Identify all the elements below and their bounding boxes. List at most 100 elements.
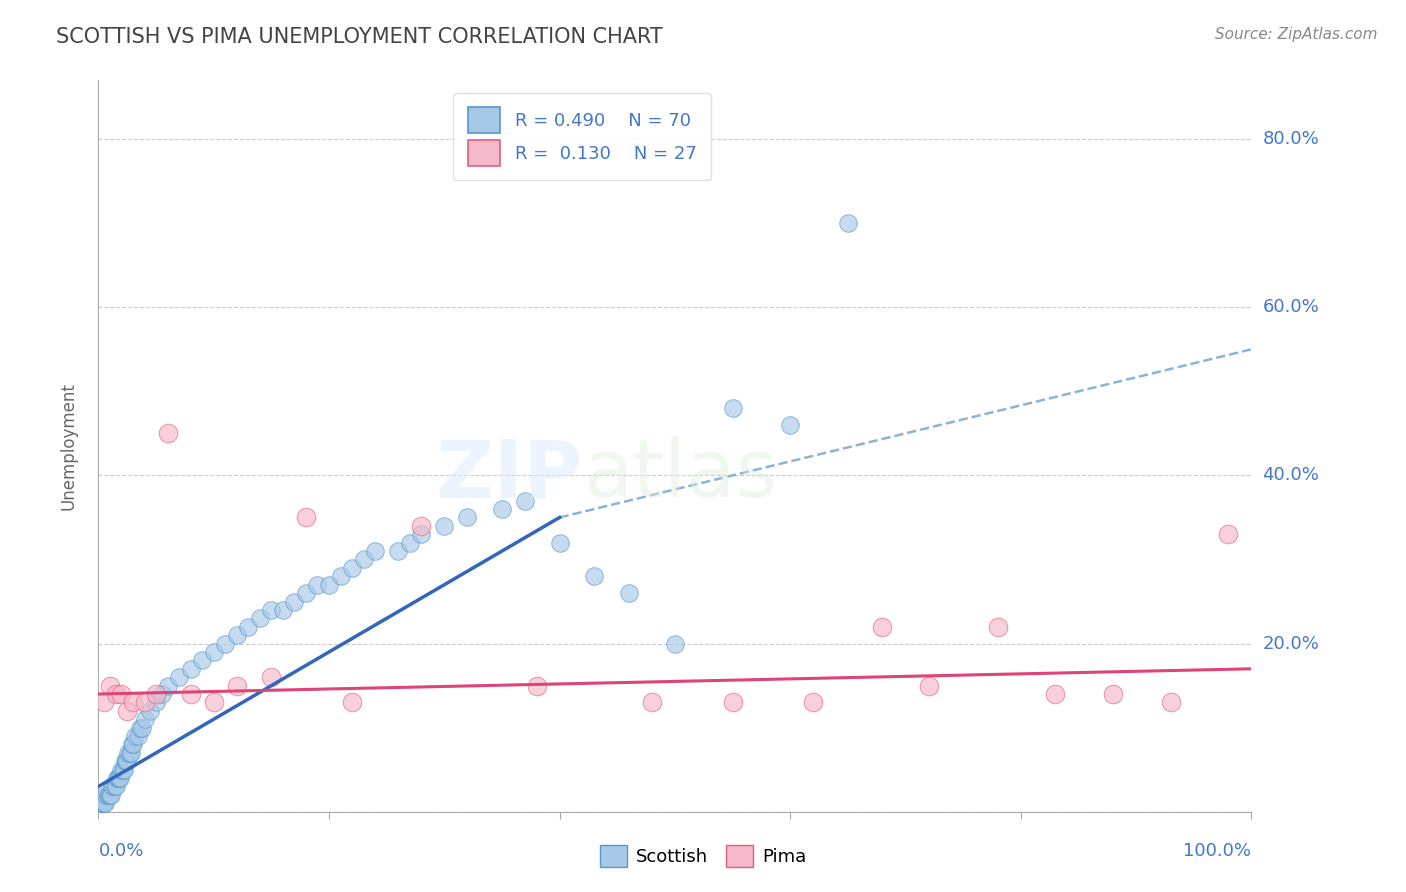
Point <box>987 620 1010 634</box>
Point <box>110 771 132 785</box>
Text: 100.0%: 100.0% <box>1184 842 1251 860</box>
Point <box>329 569 352 583</box>
Point <box>127 729 149 743</box>
Point <box>295 586 318 600</box>
Point <box>117 746 139 760</box>
Point <box>150 687 173 701</box>
Point <box>225 628 247 642</box>
Point <box>202 645 225 659</box>
Point <box>872 620 894 634</box>
Point <box>134 695 156 709</box>
Text: atlas: atlas <box>582 436 778 515</box>
Text: 20.0%: 20.0% <box>1263 634 1319 653</box>
Point <box>1160 695 1182 709</box>
Text: 40.0%: 40.0% <box>1263 467 1319 484</box>
Point <box>114 754 136 768</box>
Point <box>110 687 132 701</box>
Point <box>411 519 433 533</box>
Point <box>93 695 115 709</box>
Point <box>145 695 167 709</box>
Point <box>353 552 375 566</box>
Point <box>104 687 127 701</box>
Point <box>548 535 571 549</box>
Point <box>1218 527 1240 541</box>
Point <box>191 653 214 667</box>
Point <box>526 679 548 693</box>
Point <box>100 788 122 802</box>
Point <box>664 636 686 650</box>
Legend: Scottish, Pima: Scottish, Pima <box>592 838 814 874</box>
Point <box>260 603 283 617</box>
Point <box>583 569 606 583</box>
Point <box>433 519 456 533</box>
Point <box>93 797 115 811</box>
Point <box>139 704 162 718</box>
Point <box>364 544 387 558</box>
Point <box>917 679 939 693</box>
Point <box>180 687 202 701</box>
Text: 80.0%: 80.0% <box>1263 130 1319 148</box>
Point <box>134 712 156 726</box>
Point <box>97 788 120 802</box>
Point <box>124 729 146 743</box>
Point <box>340 695 363 709</box>
Point <box>387 544 409 558</box>
Point <box>103 780 125 794</box>
Point <box>271 603 294 617</box>
Point <box>107 771 129 785</box>
Point <box>120 746 142 760</box>
Point <box>411 527 433 541</box>
Text: ZIP: ZIP <box>436 436 582 515</box>
Point <box>112 763 135 777</box>
Point <box>101 780 124 794</box>
Point <box>108 771 131 785</box>
Point <box>491 502 513 516</box>
Point <box>180 662 202 676</box>
Point <box>617 586 640 600</box>
Point <box>156 679 179 693</box>
Point <box>295 510 318 524</box>
Point <box>283 594 305 608</box>
Point <box>117 754 139 768</box>
Point <box>90 797 112 811</box>
Point <box>145 687 167 701</box>
Y-axis label: Unemployment: Unemployment <box>59 382 77 510</box>
Point <box>837 216 859 230</box>
Point <box>801 695 824 709</box>
Point <box>103 780 125 794</box>
Point <box>779 417 801 432</box>
Point <box>122 738 145 752</box>
Point <box>104 780 127 794</box>
Point <box>94 797 117 811</box>
Point <box>110 763 132 777</box>
Point <box>238 620 260 634</box>
Point <box>131 721 153 735</box>
Point <box>96 788 118 802</box>
Point <box>90 797 112 811</box>
Point <box>318 578 340 592</box>
Point <box>202 695 225 709</box>
Text: SCOTTISH VS PIMA UNEMPLOYMENT CORRELATION CHART: SCOTTISH VS PIMA UNEMPLOYMENT CORRELATIO… <box>56 27 664 46</box>
Point <box>1045 687 1067 701</box>
Point <box>260 670 283 684</box>
Point <box>129 721 152 735</box>
Point <box>98 679 121 693</box>
Point <box>117 704 139 718</box>
Point <box>91 797 114 811</box>
Point <box>225 679 247 693</box>
Point <box>1102 687 1125 701</box>
Point <box>98 788 121 802</box>
Point <box>156 426 179 441</box>
Point <box>214 636 236 650</box>
Point <box>249 611 271 625</box>
Point <box>111 763 134 777</box>
Text: Source: ZipAtlas.com: Source: ZipAtlas.com <box>1215 27 1378 42</box>
Point <box>118 746 141 760</box>
Point <box>398 535 420 549</box>
Point <box>513 493 536 508</box>
Point <box>122 695 145 709</box>
Point <box>721 695 744 709</box>
Point <box>121 738 143 752</box>
Point <box>97 788 120 802</box>
Point <box>105 771 128 785</box>
